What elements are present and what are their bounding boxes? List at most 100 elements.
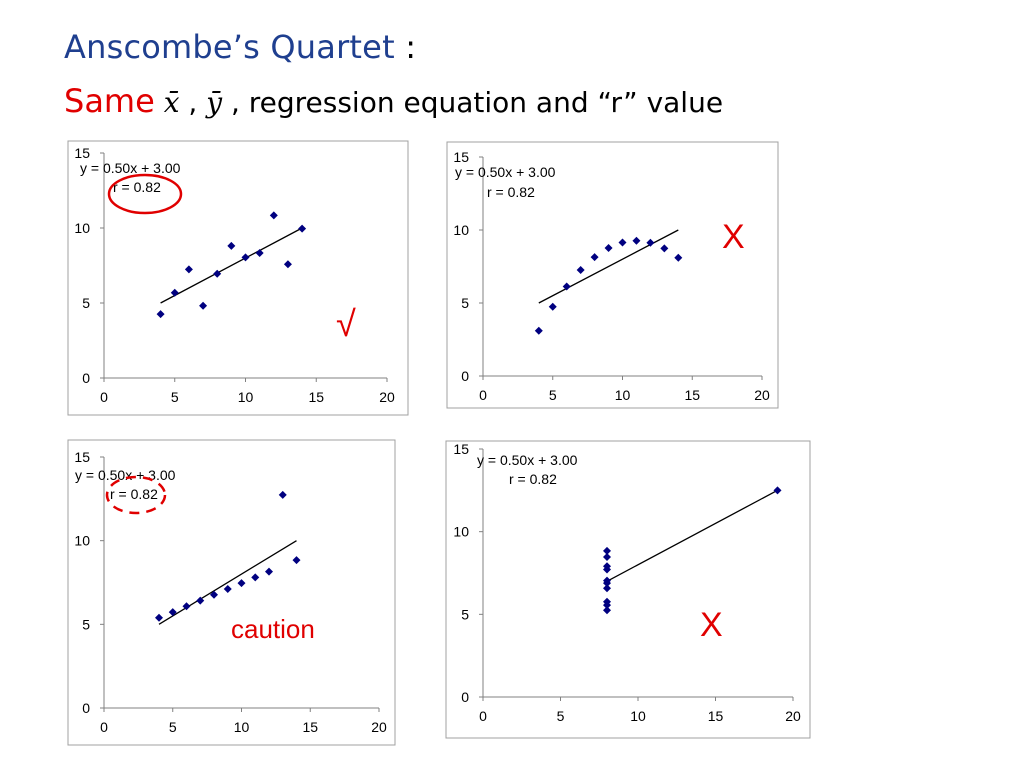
data-point — [603, 579, 611, 588]
y-tick-label: 15 — [453, 441, 469, 457]
x-tick-label: 0 — [100, 389, 108, 405]
regression-equation: y = 0.50x + 3.00 — [75, 467, 176, 483]
y-tick-label: 10 — [74, 220, 90, 236]
y-tick-label: 10 — [74, 533, 90, 549]
data-point — [298, 224, 307, 233]
x-tick-label: 0 — [479, 708, 487, 724]
y-tick-label: 10 — [453, 524, 469, 540]
slide-title-colon: : — [405, 28, 417, 66]
subtitle-same: Same — [64, 82, 155, 120]
x-tick-label: 5 — [171, 389, 179, 405]
x-tick-label: 20 — [371, 719, 387, 735]
regression-line — [160, 227, 303, 304]
y-tick-label: 15 — [74, 145, 90, 161]
y-tick-label: 5 — [461, 295, 469, 311]
data-point — [548, 302, 557, 311]
x-tick-label: 15 — [308, 389, 324, 405]
slide-title: Anscombe’s Quartet : — [64, 28, 416, 66]
regression-equation: y = 0.50x + 3.00 — [455, 164, 556, 180]
data-point — [168, 608, 177, 617]
data-point — [213, 269, 222, 278]
data-point — [534, 326, 543, 335]
data-point — [170, 288, 179, 297]
data-point — [255, 249, 264, 258]
r-value-label: r = 0.82 — [509, 471, 557, 487]
data-point — [603, 584, 611, 593]
x-tick-label: 10 — [630, 708, 646, 724]
regression-line — [606, 489, 778, 582]
x-tick-label: 15 — [708, 708, 724, 724]
x-tick-label: 5 — [557, 708, 565, 724]
x-tick-label: 5 — [549, 387, 557, 403]
data-point — [278, 490, 287, 499]
chart-frame — [67, 140, 409, 416]
y-tick-label: 15 — [74, 449, 90, 465]
x-tick-label: 10 — [234, 719, 250, 735]
y-tick-label: 0 — [82, 370, 90, 386]
chart-annotation: X — [722, 218, 745, 256]
chart-frame — [445, 440, 811, 739]
x-tick-label: 0 — [100, 719, 108, 735]
subtitle-separator: , — [188, 86, 198, 119]
r-value-label: r = 0.82 — [113, 179, 161, 195]
data-point — [590, 253, 599, 262]
chart-annotation: caution — [231, 614, 315, 644]
y-tick-label: 0 — [461, 689, 469, 705]
chart-4: 0 5 10 15 20 0 5 10 15 y = 0.50x + 3.00 r = 0.82 X — [445, 440, 811, 739]
x-tick-label: 15 — [684, 387, 700, 403]
data-point — [269, 211, 278, 220]
data-point — [265, 567, 273, 576]
data-point — [603, 606, 611, 615]
slide-title-text: Anscombe’s Quartet — [64, 28, 395, 66]
x-tick-label: 20 — [379, 389, 395, 405]
x-tick-label: 5 — [169, 719, 177, 735]
data-point — [241, 253, 250, 262]
data-point — [646, 238, 655, 247]
data-point — [237, 579, 246, 588]
data-point — [251, 573, 260, 582]
data-point — [227, 241, 236, 250]
y-tick-label: 5 — [461, 606, 469, 622]
data-point — [199, 301, 208, 310]
data-point — [603, 601, 611, 610]
chart-annotation: X — [700, 606, 723, 644]
data-point — [618, 238, 627, 247]
regression-line — [158, 540, 297, 625]
chart-frame — [67, 439, 396, 746]
regression-equation: y = 0.50x + 3.00 — [477, 452, 578, 468]
slide-subtitle: Same x̄ , ȳ , regression equation and “… — [64, 82, 723, 120]
data-point — [184, 265, 193, 274]
data-point — [156, 310, 165, 319]
data-point — [603, 546, 611, 555]
chart-3: 0 5 10 15 20 0 5 10 15 y = 0.50x + 3.00 r = 0.82 ca… — [67, 439, 396, 746]
subtitle-ybar: ȳ — [206, 86, 223, 119]
x-tick-label: 15 — [302, 719, 318, 735]
y-tick-label: 5 — [82, 295, 90, 311]
data-point — [182, 602, 191, 611]
regression-line — [538, 229, 679, 304]
chart-frame — [446, 141, 779, 409]
y-tick-label: 0 — [461, 368, 469, 384]
y-tick-label: 15 — [453, 149, 469, 165]
data-point — [604, 243, 613, 252]
chart-annotation: √ — [336, 303, 356, 344]
x-tick-label: 0 — [479, 387, 487, 403]
x-tick-label: 10 — [615, 387, 631, 403]
data-point — [603, 562, 611, 571]
r-value-highlight — [105, 475, 167, 515]
x-tick-label: 20 — [785, 708, 801, 724]
data-point — [773, 486, 782, 495]
data-point — [210, 590, 218, 599]
data-point — [292, 556, 301, 565]
x-tick-label: 10 — [238, 389, 254, 405]
y-tick-label: 10 — [453, 222, 469, 238]
regression-equation: y = 0.50x + 3.00 — [80, 160, 181, 176]
data-point — [603, 552, 611, 561]
y-tick-label: 0 — [82, 700, 90, 716]
data-point — [283, 260, 292, 269]
y-tick-label: 5 — [82, 616, 90, 632]
data-point — [660, 244, 669, 253]
